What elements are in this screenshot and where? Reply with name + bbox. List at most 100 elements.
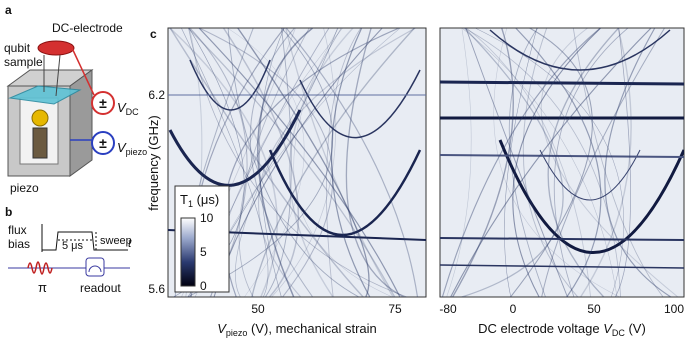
text: (μs) (193, 192, 219, 207)
text: DC electrode voltage (478, 321, 603, 336)
texture-line (461, 28, 564, 297)
colorbar-tick: 0 (200, 279, 207, 293)
texture-line (522, 28, 579, 297)
y-tick-label: 6.2 (148, 88, 165, 102)
x-tick-label: 0 (510, 302, 517, 316)
symbol: T (180, 192, 188, 207)
texture-line (512, 28, 602, 297)
texture-line (187, 28, 396, 297)
label: flux (8, 223, 27, 237)
subscript: DC (612, 328, 625, 338)
texture-line (249, 28, 314, 297)
label: 5 μs (62, 240, 84, 252)
x-tick-label: 75 (388, 302, 402, 316)
x-tick-label: 50 (251, 302, 265, 316)
text: (V) (625, 321, 646, 336)
texture-line (580, 28, 632, 297)
texture-line (450, 28, 652, 297)
schematic (6, 40, 115, 177)
texture-line (259, 28, 285, 297)
texture-line (493, 28, 620, 297)
colorbar (180, 217, 196, 287)
texture-line (461, 28, 618, 297)
label: readout (80, 281, 121, 295)
panel-label: b (5, 205, 12, 219)
symbol: V (117, 100, 127, 115)
texture-line (452, 28, 514, 297)
label: sweep (100, 235, 132, 247)
x-axis-label: Vpiezo (V), mechanical strain (217, 321, 377, 338)
texture-line (508, 28, 546, 297)
texture-line (264, 28, 292, 297)
texture-line (547, 28, 620, 297)
texture-line (238, 28, 310, 297)
label: π (38, 280, 47, 295)
symbol: V (117, 140, 127, 155)
spectrum-lines (440, 28, 684, 297)
label: piezo (10, 181, 39, 195)
colorbar-title: T1 (μs) (180, 192, 219, 209)
symbol: V (603, 321, 613, 336)
texture-line (331, 28, 371, 297)
texture-line (181, 28, 269, 297)
texture-line (475, 28, 624, 297)
texture-line (271, 28, 337, 297)
texture-line (614, 28, 631, 297)
texture-line (198, 28, 401, 297)
texture-line (169, 28, 364, 297)
label: sample (4, 55, 43, 69)
texture-line (504, 28, 538, 297)
subscript: 1 (188, 199, 193, 209)
texture-line (604, 28, 672, 297)
subscript: piezo (126, 147, 148, 157)
texture-line (188, 28, 408, 297)
texture-line (464, 28, 622, 297)
x-tick-label: 100 (664, 302, 684, 316)
spectrum-map (439, 27, 685, 298)
label: DC-electrode (52, 21, 123, 35)
texture-line (237, 28, 370, 297)
texture-line (257, 28, 314, 297)
texture-line (222, 28, 300, 297)
texture-line (285, 28, 419, 297)
texture-line (441, 28, 601, 297)
x-tick-label: -80 (439, 302, 457, 316)
texture-line (198, 28, 334, 297)
texture-line (234, 28, 342, 297)
colorbar-tick: 5 (200, 245, 207, 259)
subscript: DC (126, 107, 139, 117)
texture-line (285, 28, 394, 297)
texture-line (169, 28, 278, 297)
texture-line (465, 28, 568, 297)
panel-label: a (5, 3, 12, 17)
pulse-diagram (8, 224, 130, 277)
text: (V), mechanical strain (247, 321, 376, 336)
texture-line (325, 28, 362, 297)
voltage-label: VDC (117, 100, 139, 117)
colorbar-tick: 10 (200, 211, 214, 225)
texture-line (510, 28, 593, 297)
sign: ± (99, 135, 107, 151)
symbol: V (217, 321, 227, 336)
label: t (128, 236, 132, 250)
texture-line (572, 28, 664, 297)
label: bias (8, 237, 30, 251)
panel-label: c (150, 27, 157, 41)
texture-line (257, 28, 416, 297)
texture-line (187, 28, 334, 297)
subscript: piezo (226, 328, 248, 338)
voltage-label: Vpiezo (117, 140, 147, 157)
texture-line (227, 28, 305, 297)
texture-line (345, 28, 405, 297)
texture-line (251, 28, 415, 297)
texture-line (293, 28, 393, 297)
label: qubit (4, 41, 31, 55)
texture-line (446, 28, 472, 297)
y-tick-label: 5.6 (148, 282, 165, 296)
texture-line (515, 28, 602, 297)
y-axis-label: frequency (GHz) (146, 115, 161, 210)
texture-line (541, 28, 665, 297)
texture-line (466, 28, 591, 297)
